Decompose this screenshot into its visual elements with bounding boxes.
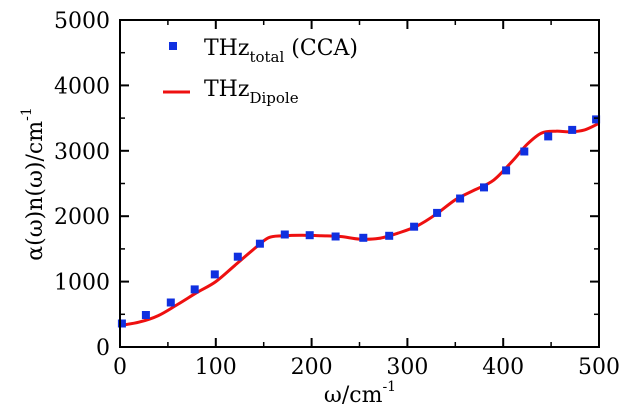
data-point-total: [166, 298, 175, 307]
data-point-total: [433, 208, 442, 217]
y-axis-title: α(ω)n(ω)/cm-1: [19, 107, 48, 260]
legend-dipole-main: THz: [204, 77, 249, 102]
x-tick-label: 100: [195, 355, 237, 380]
data-point-total: [385, 231, 394, 240]
data-point-total: [190, 285, 199, 294]
y-axis-title-main: α(ω)n(ω)/cm: [23, 121, 48, 261]
y-tick-label: 1000: [54, 271, 110, 296]
data-point-total: [305, 231, 314, 240]
data-point-total: [210, 270, 219, 279]
legend-marker-total: [169, 42, 177, 50]
legend: THztotal (CCA) THzDipole: [163, 36, 358, 107]
data-point-total: [456, 194, 465, 203]
data-point-total: [410, 222, 419, 231]
y-tick-label: 2000: [54, 205, 110, 230]
x-axis-title-sup: -1: [382, 379, 396, 395]
x-axis-title: ω/cm-1: [324, 379, 396, 408]
x-tick-label: 500: [578, 355, 620, 380]
data-point-total: [117, 319, 126, 328]
legend-label-dipole: THzDipole: [204, 77, 299, 107]
y-tick-label: 5000: [54, 9, 110, 34]
data-point-total: [502, 166, 511, 175]
x-tick-label: 400: [482, 355, 524, 380]
y-tick-label: 0: [96, 336, 110, 361]
x-tick-label: 0: [113, 355, 127, 380]
series-line-dipole: [119, 121, 600, 327]
legend-dipole-sub: Dipole: [249, 89, 298, 107]
y-axis-title-sup: -1: [19, 107, 35, 121]
data-point-total: [141, 311, 150, 319]
legend-total-main: THz: [204, 36, 249, 61]
x-axis-title-main: ω/cm: [324, 383, 383, 408]
plot-area: [117, 115, 601, 328]
legend-label-total: THztotal (CCA): [204, 36, 358, 66]
x-tick-label: 300: [386, 355, 428, 380]
data-point-total: [592, 115, 601, 124]
x-tick-label: 200: [291, 355, 333, 380]
data-point-total: [544, 132, 553, 141]
data-point-total: [280, 230, 289, 239]
legend-total-suffix: (CCA): [284, 36, 358, 61]
legend-total-sub: total: [249, 48, 284, 66]
y-tick-label: 4000: [54, 74, 110, 99]
y-tick-label: 3000: [54, 140, 110, 165]
data-point-total: [255, 239, 264, 248]
data-point-total: [480, 183, 488, 192]
data-point-total: [359, 233, 368, 242]
data-point-total: [233, 252, 242, 261]
data-point-total: [331, 232, 340, 241]
data-point-total: [568, 125, 577, 134]
plot-frame: [119, 19, 600, 348]
data-point-total: [520, 147, 529, 156]
